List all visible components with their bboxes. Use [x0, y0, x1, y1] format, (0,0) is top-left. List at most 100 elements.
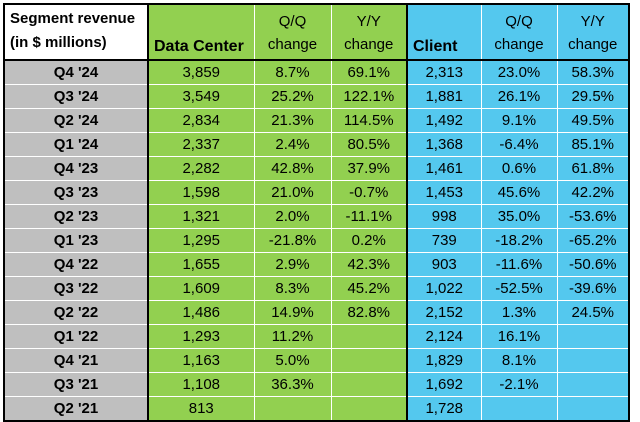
- table-row: Q1 '23 1,295 -21.8% 0.2% 739 -18.2% -65.2%: [3, 228, 630, 253]
- client-revenue-cell: 903: [406, 252, 482, 277]
- dc-revenue-cell: 1,486: [147, 300, 255, 325]
- client-qq-cell: -18.2%: [480, 228, 558, 253]
- header-dc-qq-line1: Q/Q: [278, 12, 307, 30]
- table-row: Q3 '23 1,598 21.0% -0.7% 1,453 45.6% 42.2%: [3, 180, 630, 205]
- client-yy-cell: 85.1%: [556, 132, 630, 157]
- client-qq-cell: 1.3%: [480, 300, 558, 325]
- dc-yy-cell: -11.1%: [330, 204, 408, 229]
- dc-yy-cell: 122.1%: [330, 84, 408, 109]
- dc-yy-cell: 0.2%: [330, 228, 408, 253]
- client-revenue-cell: 1,829: [406, 348, 482, 373]
- dc-yy-cell: 69.1%: [330, 59, 408, 85]
- client-qq-cell: -52.5%: [480, 276, 558, 301]
- client-qq-cell: 16.1%: [480, 324, 558, 349]
- table-body: Q4 '24 3,859 8.7% 69.1% 2,313 23.0% 58.3% Q3 '2…: [3, 59, 630, 422]
- client-revenue-cell: 1,728: [406, 396, 482, 422]
- client-revenue-cell: 1,461: [406, 156, 482, 181]
- segment-revenue-table: Segment revenue (in $ millions) Data Cen…: [3, 3, 630, 422]
- dc-qq-cell: -21.8%: [253, 228, 332, 253]
- quarter-cell: Q3 '21: [3, 372, 149, 397]
- quarter-cell: Q2 '22: [3, 300, 149, 325]
- dc-qq-cell: [253, 396, 332, 422]
- client-revenue-cell: 739: [406, 228, 482, 253]
- header-client-qq-line1: Q/Q: [505, 12, 533, 30]
- client-yy-cell: [556, 324, 630, 349]
- dc-yy-cell: 37.9%: [330, 156, 408, 181]
- client-qq-cell: 45.6%: [480, 180, 558, 205]
- dc-yy-cell: [330, 396, 408, 422]
- quarter-cell: Q3 '22: [3, 276, 149, 301]
- client-qq-cell: 8.1%: [480, 348, 558, 373]
- dc-revenue-cell: 2,282: [147, 156, 255, 181]
- client-yy-cell: 49.5%: [556, 108, 630, 133]
- client-revenue-cell: 2,313: [406, 59, 482, 85]
- client-qq-cell: -6.4%: [480, 132, 558, 157]
- dc-qq-cell: 11.2%: [253, 324, 332, 349]
- client-revenue-cell: 1,453: [406, 180, 482, 205]
- client-qq-cell: 35.0%: [480, 204, 558, 229]
- dc-qq-cell: 2.4%: [253, 132, 332, 157]
- client-qq-cell: 26.1%: [480, 84, 558, 109]
- quarter-cell: Q4 '24: [3, 59, 149, 85]
- header-dc-yy-line2: change: [344, 35, 394, 53]
- dc-qq-cell: 42.8%: [253, 156, 332, 181]
- quarter-cell: Q1 '24: [3, 132, 149, 157]
- dc-qq-cell: 8.7%: [253, 59, 332, 85]
- client-qq-cell: -11.6%: [480, 252, 558, 277]
- dc-qq-cell: 36.3%: [253, 372, 332, 397]
- dc-qq-cell: 8.3%: [253, 276, 332, 301]
- header-client-yy-line1: Y/Y: [580, 12, 605, 30]
- client-yy-cell: -65.2%: [556, 228, 630, 253]
- header-dc-qq-line2: change: [267, 35, 318, 53]
- table-row: Q1 '22 1,293 11.2% 2,124 16.1%: [3, 324, 630, 349]
- dc-revenue-cell: 1,609: [147, 276, 255, 301]
- dc-yy-cell: 114.5%: [330, 108, 408, 133]
- dc-yy-cell: 80.5%: [330, 132, 408, 157]
- dc-yy-cell: 45.2%: [330, 276, 408, 301]
- quarter-cell: Q3 '23: [3, 180, 149, 205]
- header-client-qq-change: Q/Q change: [480, 3, 558, 61]
- dc-revenue-cell: 1,163: [147, 348, 255, 373]
- client-yy-cell: -53.6%: [556, 204, 630, 229]
- client-yy-cell: [556, 372, 630, 397]
- table-row: Q4 '22 1,655 2.9% 42.3% 903 -11.6% -50.6%: [3, 252, 630, 277]
- dc-revenue-cell: 813: [147, 396, 255, 422]
- client-yy-cell: -50.6%: [556, 252, 630, 277]
- table-row: Q2 '23 1,321 2.0% -11.1% 998 35.0% -53.6%: [3, 204, 630, 229]
- client-revenue-cell: 998: [406, 204, 482, 229]
- client-yy-cell: 58.3%: [556, 59, 630, 85]
- client-yy-cell: 29.5%: [556, 84, 630, 109]
- dc-revenue-cell: 3,549: [147, 84, 255, 109]
- client-revenue-cell: 1,492: [406, 108, 482, 133]
- table-row: Q4 '23 2,282 42.8% 37.9% 1,461 0.6% 61.8%: [3, 156, 630, 181]
- header-dc-qq-change: Q/Q change: [253, 3, 332, 61]
- dc-revenue-cell: 2,337: [147, 132, 255, 157]
- header-client-qq-line2: change: [494, 35, 544, 53]
- header-client: Client: [406, 3, 482, 61]
- table-row: Q1 '24 2,337 2.4% 80.5% 1,368 -6.4% 85.1%: [3, 132, 630, 157]
- client-yy-cell: 61.8%: [556, 156, 630, 181]
- header-dc-yy-change: Y/Y change: [330, 3, 408, 61]
- client-yy-cell: [556, 348, 630, 373]
- dc-yy-cell: [330, 372, 408, 397]
- client-yy-cell: 42.2%: [556, 180, 630, 205]
- dc-yy-cell: -0.7%: [330, 180, 408, 205]
- header-client-yy-line2: change: [568, 35, 618, 53]
- client-revenue-cell: 2,124: [406, 324, 482, 349]
- client-yy-cell: -39.6%: [556, 276, 630, 301]
- client-revenue-cell: 2,152: [406, 300, 482, 325]
- table-title-line2: (in $ millions): [10, 33, 107, 51]
- dc-qq-cell: 5.0%: [253, 348, 332, 373]
- dc-qq-cell: 21.3%: [253, 108, 332, 133]
- quarter-cell: Q4 '23: [3, 156, 149, 181]
- table-title-line1: Segment revenue: [10, 10, 136, 28]
- client-qq-cell: 23.0%: [480, 59, 558, 85]
- quarter-cell: Q3 '24: [3, 84, 149, 109]
- header-dc-yy-line1: Y/Y: [356, 12, 381, 30]
- dc-qq-cell: 2.0%: [253, 204, 332, 229]
- dc-revenue-cell: 1,293: [147, 324, 255, 349]
- table-row: Q3 '24 3,549 25.2% 122.1% 1,881 26.1% 29.5%: [3, 84, 630, 109]
- client-revenue-cell: 1,368: [406, 132, 482, 157]
- client-yy-cell: [556, 396, 630, 422]
- dc-yy-cell: [330, 324, 408, 349]
